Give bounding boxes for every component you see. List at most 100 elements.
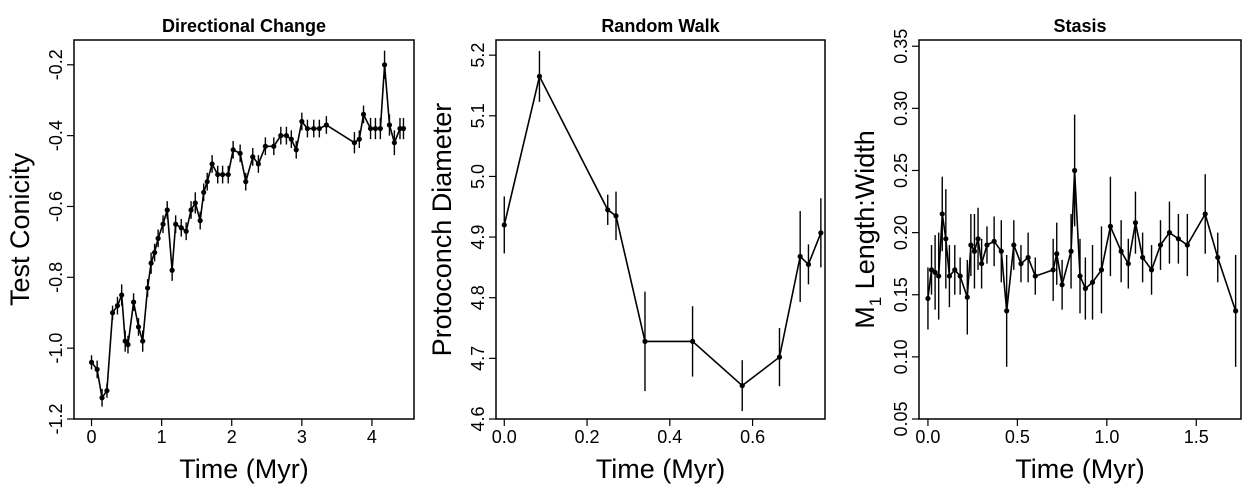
x-tick-label: 0.6 xyxy=(740,427,765,447)
data-point xyxy=(288,136,294,142)
x-axis-title: Time (Myr) xyxy=(596,454,725,484)
data-point xyxy=(197,218,203,224)
y-axis-title: M1 Length:Width xyxy=(850,130,885,329)
chart-title: Directional Change xyxy=(162,16,326,36)
data-point xyxy=(1184,242,1190,248)
data-point xyxy=(271,143,277,149)
data-point xyxy=(255,161,261,167)
data-point xyxy=(932,269,938,275)
x-tick-label: 0.4 xyxy=(657,427,682,447)
data-point xyxy=(1166,230,1173,236)
data-point xyxy=(1089,279,1096,285)
y-tick-label: 5.2 xyxy=(468,43,488,68)
data-point xyxy=(946,273,953,279)
data-point xyxy=(605,207,611,213)
x-tick-label: 1 xyxy=(157,427,167,447)
plot-frame xyxy=(73,39,415,420)
x-tick-label: 1.0 xyxy=(1094,427,1119,447)
data-point xyxy=(689,338,696,344)
data-point xyxy=(1140,254,1146,261)
data-point xyxy=(991,238,997,244)
data-point xyxy=(1107,223,1114,229)
data-point xyxy=(968,242,974,248)
data-point xyxy=(1072,167,1078,174)
y-tick-label: 0.05 xyxy=(891,401,911,436)
data-point xyxy=(94,366,100,373)
y-tick-label: -1.2 xyxy=(46,403,66,434)
y-axis-title: Protoconch Diameter xyxy=(427,103,457,357)
data-point xyxy=(145,285,151,291)
data-point xyxy=(536,73,543,79)
y-tick-label: 0.25 xyxy=(891,153,911,188)
data-point xyxy=(356,136,362,142)
data-point xyxy=(169,267,175,273)
chart-directional-change: Directional Change 0 1 2 3 4 -1.2 -1.0 -0.8 -0.6 -… xyxy=(5,16,415,484)
y-tick-label: 0.35 xyxy=(891,29,911,64)
data-point xyxy=(1025,254,1031,261)
data-point xyxy=(351,140,358,146)
data-point xyxy=(1098,267,1105,273)
data-point xyxy=(391,140,397,146)
data-point xyxy=(776,354,783,360)
data-point xyxy=(188,207,194,213)
y-tick-label: 0.10 xyxy=(891,339,911,374)
data-point xyxy=(805,261,812,267)
data-point xyxy=(1077,273,1083,279)
data-point xyxy=(1011,242,1017,248)
y-tick-label: 0.15 xyxy=(891,277,911,312)
data-point xyxy=(201,189,207,195)
data-point xyxy=(160,221,166,227)
data-point xyxy=(642,338,648,344)
y-tick-label: 4.9 xyxy=(468,225,488,250)
data-point xyxy=(1018,261,1024,267)
data-point xyxy=(237,150,243,156)
data-point xyxy=(1157,242,1164,248)
data-point xyxy=(192,200,198,206)
data-point xyxy=(283,133,290,139)
data-point xyxy=(818,230,824,236)
data-point xyxy=(381,62,388,68)
data-point xyxy=(939,211,945,217)
y-tick-label: 4.8 xyxy=(468,285,488,310)
data-point xyxy=(952,267,958,273)
x-tick-label: 2 xyxy=(227,427,237,447)
data-point xyxy=(1125,261,1131,267)
data-point xyxy=(293,147,299,153)
data-point xyxy=(613,213,619,219)
data-point xyxy=(220,171,226,178)
data-point xyxy=(501,222,507,228)
x-tick-label: 0 xyxy=(87,427,97,447)
data-point xyxy=(299,118,305,125)
data-point xyxy=(1118,248,1124,254)
data-point xyxy=(372,125,379,132)
y-tick-label: -0.2 xyxy=(46,49,66,80)
x-tick-label: 0.2 xyxy=(575,427,600,447)
data-point xyxy=(739,383,745,389)
data-point xyxy=(936,273,942,279)
data-point xyxy=(109,310,116,316)
series-line xyxy=(90,64,404,400)
data-point xyxy=(225,171,231,178)
plot-frame xyxy=(495,39,826,420)
data-point xyxy=(386,122,393,128)
chart-title: Stasis xyxy=(1053,16,1106,36)
x-tick-label: 1.5 xyxy=(1184,427,1209,447)
x-tick-label: 3 xyxy=(297,427,307,447)
data-point xyxy=(122,338,128,344)
data-point xyxy=(971,248,978,254)
data-point xyxy=(130,299,137,305)
x-axis-title: Time (Myr) xyxy=(1015,454,1144,484)
data-point xyxy=(797,253,803,260)
data-point xyxy=(316,125,322,132)
data-point xyxy=(164,207,170,213)
data-point xyxy=(230,147,236,153)
data-point xyxy=(1202,211,1208,217)
data-point xyxy=(998,248,1004,254)
data-point xyxy=(250,154,256,160)
data-point xyxy=(400,125,407,132)
data-point xyxy=(104,388,110,394)
data-point xyxy=(125,342,131,348)
data-point xyxy=(311,125,317,132)
chart-random-walk: Random Walk 0.0 0.2 0.4 0.6 4.6 4.7 4.8 4.9 5.0 5.… xyxy=(427,16,826,484)
y-axis-title-main: M xyxy=(850,306,880,329)
